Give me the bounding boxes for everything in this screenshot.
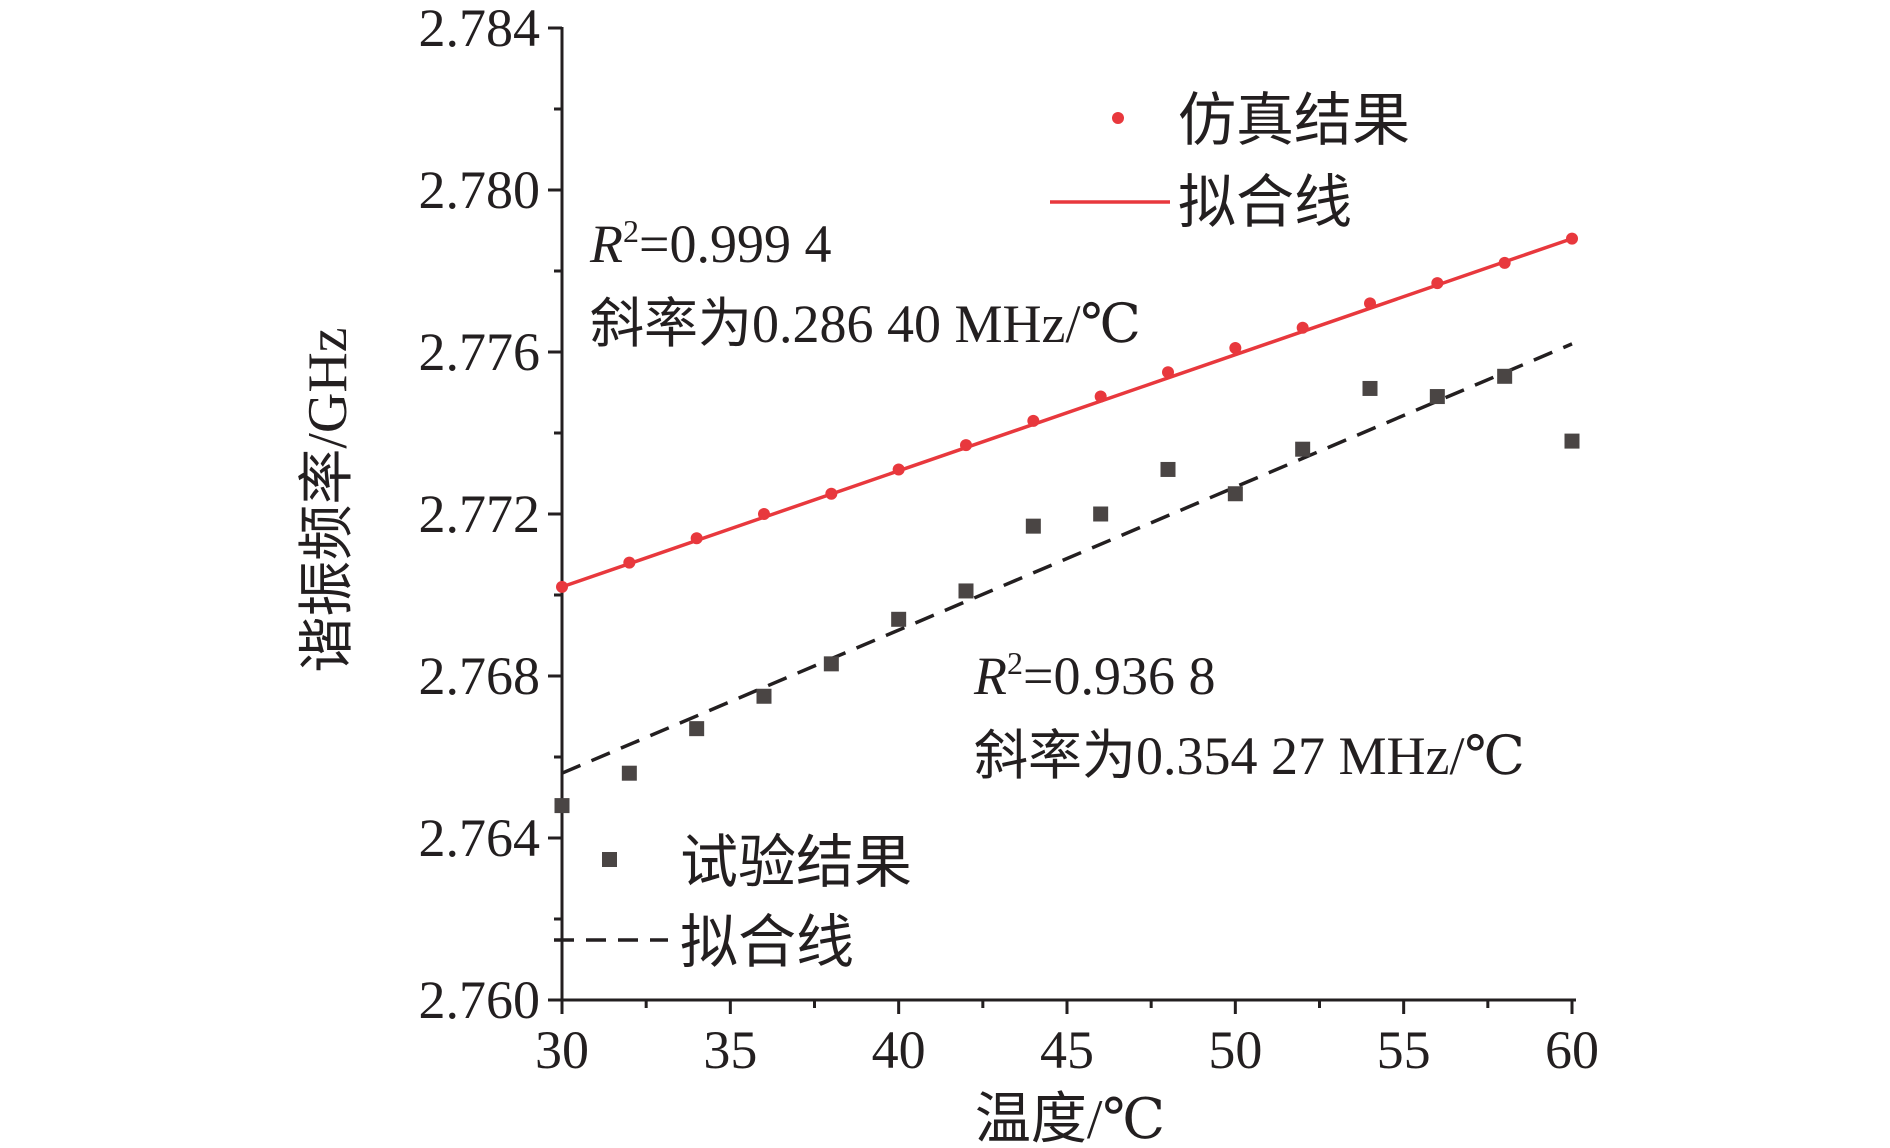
y-tick-label: 2.764 bbox=[419, 808, 541, 868]
y-tick-label: 2.768 bbox=[419, 646, 541, 706]
x-tick-label: 35 bbox=[703, 1020, 757, 1080]
experiment-point bbox=[621, 765, 637, 781]
simulation-point bbox=[1364, 297, 1376, 310]
experiment-point bbox=[1497, 368, 1513, 384]
x-tick-label: 55 bbox=[1377, 1020, 1431, 1080]
experiment-point bbox=[891, 611, 907, 627]
simulation-point bbox=[1027, 414, 1040, 427]
annotation-simulation-r2: R2=0.999 4 bbox=[589, 213, 831, 274]
legend-experiment-marker bbox=[602, 852, 617, 867]
x-tick-label: 45 bbox=[1040, 1020, 1094, 1080]
legend-simulation-fit-label: 拟合线 bbox=[1178, 170, 1352, 235]
simulation-point bbox=[1162, 366, 1174, 379]
simulation-point bbox=[690, 532, 703, 545]
experiment-point bbox=[1227, 486, 1243, 502]
experiment-fit-line bbox=[561, 342, 1573, 775]
simulation-point bbox=[892, 463, 905, 476]
experiment-point bbox=[1564, 433, 1580, 449]
x-tick-label: 40 bbox=[872, 1020, 926, 1080]
annotation-experiment-r2: R2=0.936 8 bbox=[973, 645, 1215, 706]
y-tick-label: 2.760 bbox=[419, 970, 541, 1030]
y-axis-label: 谐振频率/GHz bbox=[297, 327, 359, 672]
y-tick-label: 2.780 bbox=[419, 160, 541, 220]
x-tick-label: 60 bbox=[1545, 1020, 1599, 1080]
annotation-experiment-slope: 斜率为0.354 27 MHz/℃ bbox=[974, 726, 1525, 786]
series-layer bbox=[554, 232, 1580, 814]
experiment-point bbox=[1160, 461, 1176, 477]
annotation-experiment-fit: R2=0.936 8 斜率为0.354 27 MHz/℃ bbox=[973, 645, 1525, 786]
experiment-point bbox=[823, 656, 839, 672]
y-tick-label: 2.784 bbox=[419, 0, 541, 58]
x-ticks: 30 35 40 45 50 55 60 bbox=[535, 1000, 1599, 1080]
experiment-point bbox=[1429, 389, 1445, 405]
simulation-point bbox=[1229, 341, 1242, 354]
x-tick-label: 30 bbox=[535, 1020, 589, 1080]
experiment-point bbox=[1362, 380, 1378, 396]
simulation-point bbox=[623, 556, 636, 569]
simulation-point bbox=[960, 439, 972, 452]
experiment-point bbox=[554, 798, 570, 814]
legend-experiment-fit-label: 拟合线 bbox=[680, 910, 854, 975]
simulation-point bbox=[1094, 390, 1107, 403]
experiment-point bbox=[689, 721, 705, 737]
simulation-fit-line bbox=[561, 236, 1573, 589]
simulation-point bbox=[825, 487, 838, 500]
y-tick-label: 2.776 bbox=[419, 322, 541, 382]
simulation-point bbox=[1296, 321, 1309, 334]
experiment-point bbox=[756, 688, 772, 704]
experiment-point bbox=[958, 583, 974, 599]
annotation-simulation-slope: 斜率为0.286 40 MHz/℃ bbox=[590, 294, 1141, 354]
annotation-simulation-fit: R2=0.999 4 斜率为0.286 40 MHz/℃ bbox=[589, 213, 1141, 354]
experiment-point bbox=[1025, 518, 1041, 534]
legend-simulation-label: 仿真结果 bbox=[1178, 88, 1410, 153]
y-tick-label: 2.772 bbox=[419, 484, 541, 544]
y-ticks: 2.760 2.764 2.768 2.772 2.776 2.780 2.784 bbox=[419, 0, 562, 1030]
experiment-point bbox=[1093, 506, 1109, 522]
simulation-point bbox=[556, 580, 568, 593]
simulation-point bbox=[1566, 232, 1578, 245]
simulation-point bbox=[1431, 277, 1444, 290]
legend-experiment-label: 试验结果 bbox=[680, 830, 912, 895]
simulation-point bbox=[758, 508, 770, 520]
simulation-point bbox=[1498, 256, 1511, 269]
experiment-point bbox=[1295, 441, 1311, 457]
legend-simulation-marker bbox=[1112, 112, 1124, 124]
legend-experiment: 试验结果 拟合线 bbox=[554, 830, 912, 975]
x-tick-label: 50 bbox=[1208, 1020, 1262, 1080]
x-axis-label: 温度/℃ bbox=[975, 1089, 1165, 1148]
legend-simulation: 仿真结果 拟合线 bbox=[1050, 88, 1410, 235]
